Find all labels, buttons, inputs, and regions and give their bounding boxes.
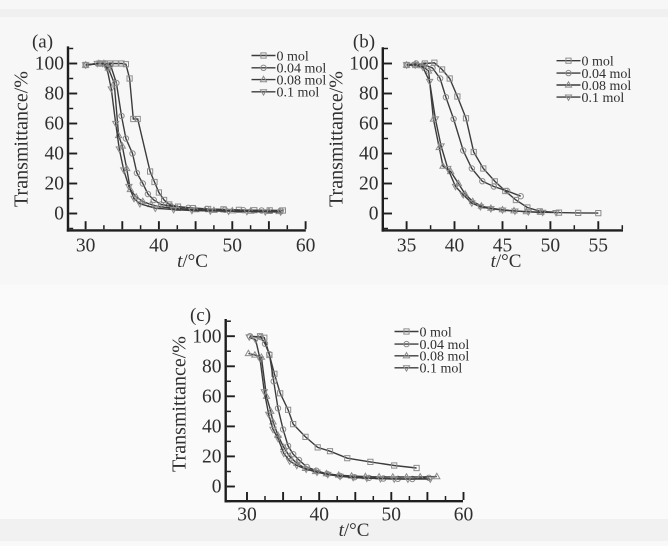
svg-text:20: 20 xyxy=(45,174,65,195)
svg-text:(b): (b) xyxy=(353,32,375,53)
svg-text:35: 35 xyxy=(397,236,417,257)
svg-text:0 mol: 0 mol xyxy=(277,49,309,64)
svg-text:60: 60 xyxy=(45,114,65,135)
svg-text:Transmittance/%: Transmittance/% xyxy=(11,71,33,207)
svg-text:50: 50 xyxy=(382,505,402,526)
svg-text:0 mol: 0 mol xyxy=(582,55,614,70)
svg-text:0: 0 xyxy=(54,204,64,225)
svg-text:0.04 mol: 0.04 mol xyxy=(277,62,327,77)
svg-text:0.08 mol: 0.08 mol xyxy=(582,79,632,94)
svg-text:30: 30 xyxy=(76,236,96,257)
svg-text:80: 80 xyxy=(202,357,222,378)
svg-text:Transmittance/%: Transmittance/% xyxy=(169,336,191,472)
svg-text:40: 40 xyxy=(202,417,222,438)
svg-text:t/°C: t/°C xyxy=(491,251,522,272)
svg-text:100: 100 xyxy=(192,326,221,347)
svg-text:0.1 mol: 0.1 mol xyxy=(277,86,320,101)
svg-text:60: 60 xyxy=(202,387,222,408)
svg-text:0: 0 xyxy=(212,477,222,498)
svg-text:0.08 mol: 0.08 mol xyxy=(277,73,327,88)
svg-text:(c): (c) xyxy=(190,305,211,326)
svg-text:0.08 mol: 0.08 mol xyxy=(420,350,470,365)
svg-text:0.1 mol: 0.1 mol xyxy=(420,362,463,377)
svg-text:0: 0 xyxy=(369,204,379,225)
svg-text:0.04 mol: 0.04 mol xyxy=(582,67,632,82)
svg-text:t/°C: t/°C xyxy=(339,520,370,541)
svg-text:20: 20 xyxy=(202,447,222,468)
svg-text:0 mol: 0 mol xyxy=(420,325,452,340)
svg-text:55: 55 xyxy=(589,236,609,257)
svg-text:40: 40 xyxy=(445,236,465,257)
svg-text:100: 100 xyxy=(35,54,64,75)
svg-text:30: 30 xyxy=(237,505,257,526)
svg-text:0.04 mol: 0.04 mol xyxy=(420,338,470,353)
svg-text:t/°C: t/°C xyxy=(177,251,208,272)
svg-text:40: 40 xyxy=(309,505,329,526)
svg-text:40: 40 xyxy=(359,144,379,165)
svg-text:80: 80 xyxy=(359,84,379,105)
svg-text:45: 45 xyxy=(493,236,513,257)
svg-text:Transmittance/%: Transmittance/% xyxy=(326,71,348,207)
svg-text:60: 60 xyxy=(454,505,474,526)
svg-text:60: 60 xyxy=(296,236,316,257)
svg-text:50: 50 xyxy=(223,236,243,257)
svg-text:100: 100 xyxy=(349,54,378,75)
svg-text:20: 20 xyxy=(359,174,379,195)
svg-text:40: 40 xyxy=(45,144,65,165)
svg-text:50: 50 xyxy=(541,236,561,257)
svg-text:60: 60 xyxy=(359,114,379,135)
svg-text:40: 40 xyxy=(149,236,169,257)
svg-text:0.1 mol: 0.1 mol xyxy=(582,91,625,106)
svg-text:80: 80 xyxy=(45,84,65,105)
svg-text:(a): (a) xyxy=(32,32,53,53)
